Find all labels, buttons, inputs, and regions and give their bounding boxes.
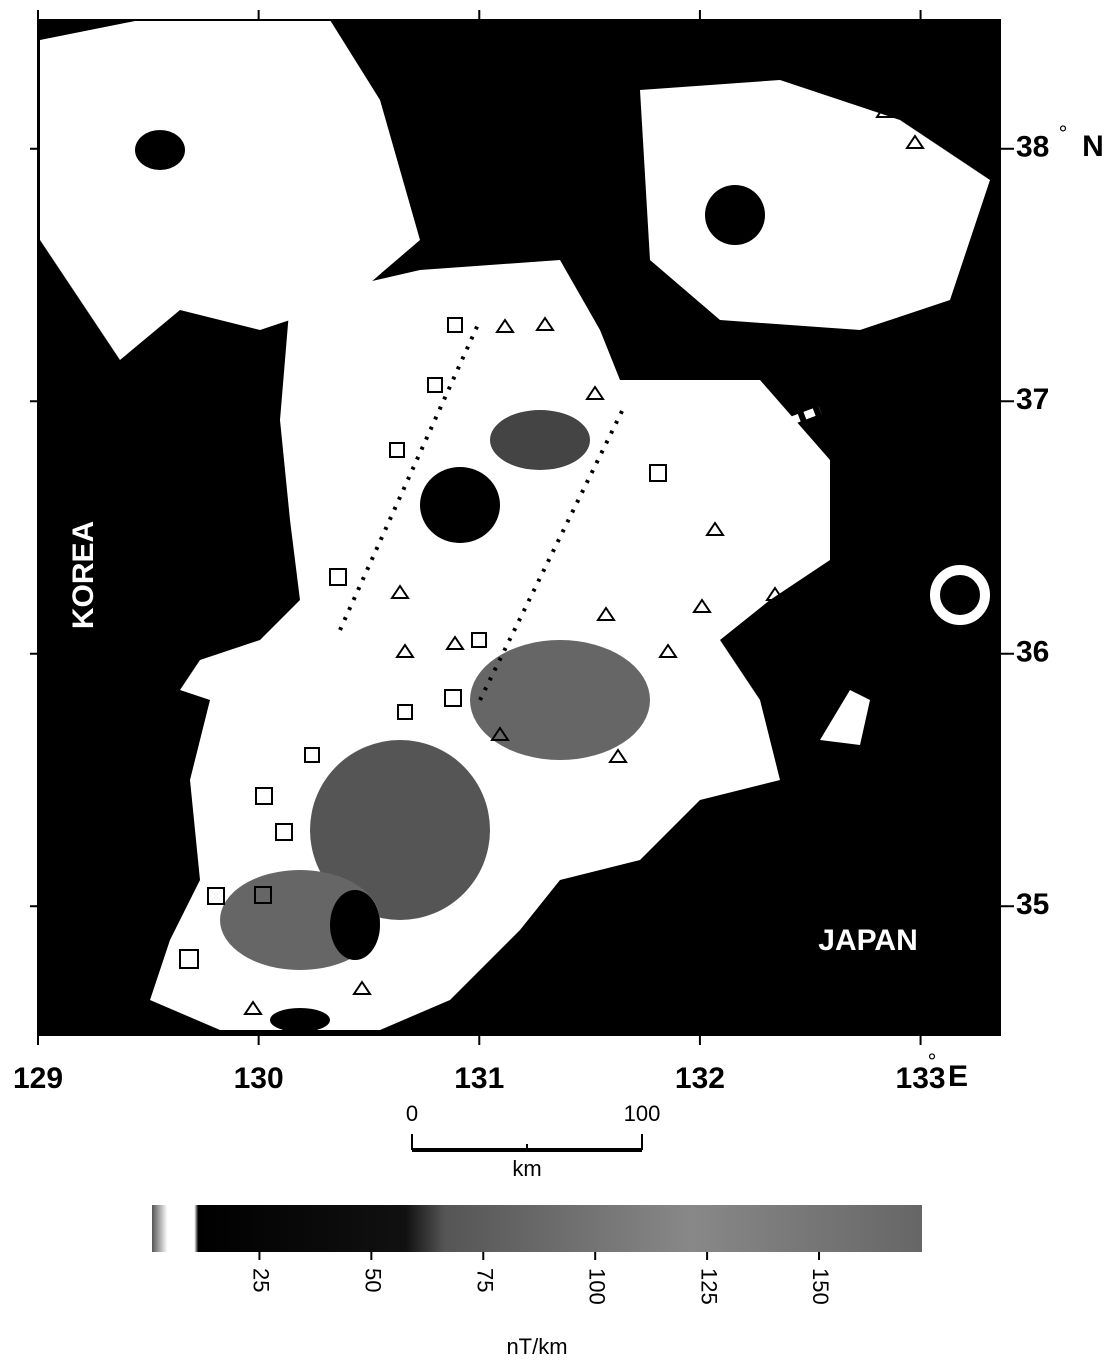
- page: KOREA JAPAN N ° E ° km nT/km 12913013113…: [0, 0, 1114, 1364]
- colorbar: [152, 1205, 922, 1252]
- lon-unit: E: [948, 1060, 968, 1093]
- figure: KOREA JAPAN N ° E ° km nT/km 12913013113…: [0, 0, 1114, 1364]
- map-image: [38, 20, 1000, 1035]
- region-label: JAPAN: [818, 924, 917, 957]
- scale-unit: km: [512, 1156, 541, 1181]
- lon-tick-label: 130: [234, 1062, 284, 1095]
- lat-unit: N: [1082, 130, 1104, 163]
- colorbar-label: nT/km: [506, 1334, 567, 1359]
- colorbar-tick-label: 25: [249, 1268, 274, 1292]
- region-label: KOREA: [67, 521, 100, 629]
- lat-tick-label: 38: [1016, 131, 1049, 164]
- scale-bar-label: 100: [624, 1101, 661, 1126]
- colorbar-tick-label: 125: [696, 1268, 721, 1305]
- scale-bar: km: [512, 1156, 541, 1181]
- lon-tick-label: 133: [896, 1062, 946, 1095]
- colorbar-tick-label: 50: [361, 1268, 386, 1292]
- lat-tick-label: 35: [1016, 888, 1049, 921]
- lon-tick-label: 129: [13, 1062, 63, 1095]
- colorbar-tick-label: 75: [472, 1268, 497, 1292]
- lon-tick-label: 131: [454, 1062, 504, 1095]
- lat-tick-label: 37: [1016, 383, 1049, 416]
- scale-bar-label: 0: [406, 1101, 418, 1126]
- colorbar-tick-label: 150: [808, 1268, 833, 1305]
- colorbar-tick-label: 100: [584, 1268, 609, 1305]
- degree-sign: °: [1059, 121, 1068, 146]
- lat-tick-label: 36: [1016, 636, 1049, 669]
- lon-tick-label: 132: [675, 1062, 725, 1095]
